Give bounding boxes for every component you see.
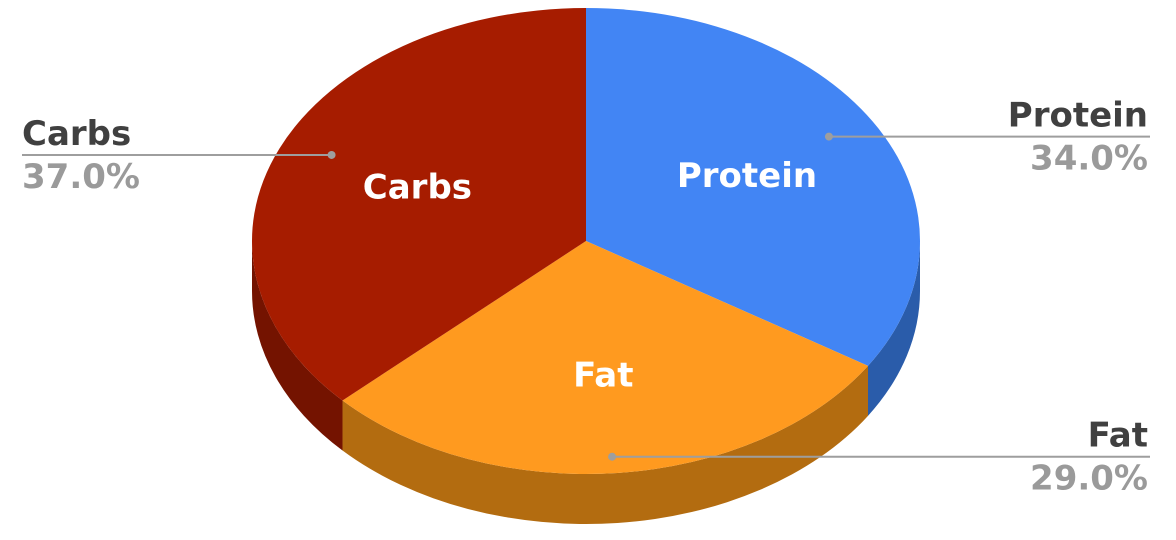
pie-side-fat: [342, 365, 869, 525]
outer-label-fat: Fat: [1088, 416, 1148, 456]
slice-label-carbs: Carbs: [363, 167, 472, 207]
slice-label-protein: Protein: [677, 156, 817, 196]
outer-percent-fat: 29.0%: [1030, 459, 1148, 499]
slice-label-fat: Fat: [573, 356, 633, 396]
pie-sides: [252, 241, 920, 525]
pie-slice-fat: [342, 241, 869, 474]
pie-slice-protein: [586, 8, 920, 366]
pie-side-protein: [868, 241, 920, 416]
outer-label-protein: Protein: [1008, 96, 1148, 136]
outer-percent-carbs: 37.0%: [22, 157, 140, 197]
slice-inner-labels: Protein Fat Carbs: [363, 156, 817, 396]
outer-percent-protein: 34.0%: [1030, 139, 1148, 179]
leader-lines: [22, 132, 1150, 461]
pie-side-carbs: [252, 241, 343, 451]
pie-tops: [252, 8, 920, 474]
outer-label-carbs: Carbs: [22, 114, 131, 154]
pie-slice-carbs: [252, 8, 587, 401]
